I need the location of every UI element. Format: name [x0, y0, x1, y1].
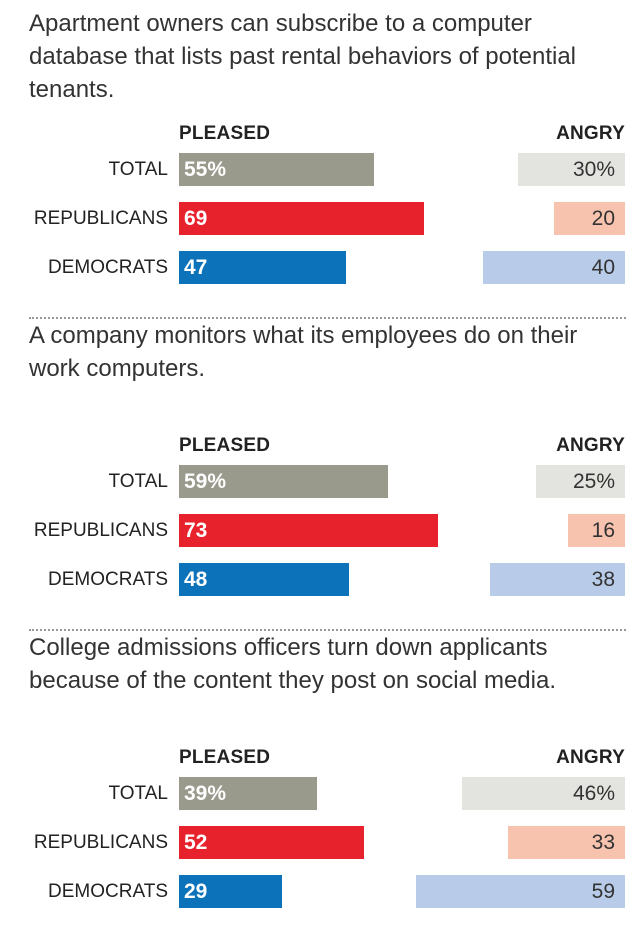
chart-section-3: College admissions officers turn down ap…: [0, 631, 641, 921]
bar-row-republicans: REPUBLICANS 52 33: [0, 826, 641, 859]
legend-angry: ANGRY: [556, 435, 625, 456]
pleased-bar: 52: [179, 826, 364, 859]
section-divider: [29, 317, 626, 319]
bar-row-democrats: DEMOCRATS 29 59: [0, 875, 641, 908]
legend-pleased: PLEASED: [179, 123, 271, 144]
angry-bar: 30%: [518, 153, 625, 186]
pleased-bar: 39%: [179, 777, 317, 810]
category-label: TOTAL: [108, 783, 168, 804]
legend-pleased: PLEASED: [179, 435, 271, 456]
pleased-bar: 59%: [179, 465, 388, 498]
category-label: REPUBLICANS: [33, 208, 168, 229]
bar-row-total: TOTAL 55% 30%: [0, 153, 641, 186]
bar-row-republicans: REPUBLICANS 73 16: [0, 514, 641, 547]
bar-row-democrats: DEMOCRATS 47 40: [0, 251, 641, 284]
category-label: DEMOCRATS: [48, 569, 168, 590]
category-label: DEMOCRATS: [48, 881, 168, 902]
category-label: TOTAL: [108, 471, 168, 492]
angry-bar: 46%: [462, 777, 625, 810]
legend-angry: ANGRY: [556, 747, 625, 768]
angry-bar: 20: [554, 202, 625, 235]
legend-pleased: PLEASED: [179, 747, 271, 768]
bar-row-total: TOTAL 39% 46%: [0, 777, 641, 810]
chart-section-1: Apartment owners can subscribe to a comp…: [0, 7, 641, 297]
category-label: TOTAL: [108, 159, 168, 180]
category-label: REPUBLICANS: [33, 832, 168, 853]
pleased-bar: 55%: [179, 153, 374, 186]
pleased-bar: 47: [179, 251, 346, 284]
angry-bar: 33: [508, 826, 625, 859]
pleased-bar: 69: [179, 202, 424, 235]
angry-bar: 25%: [536, 465, 625, 498]
bar-row-democrats: DEMOCRATS 48 38: [0, 563, 641, 596]
category-label: DEMOCRATS: [48, 257, 168, 278]
chart-question: College admissions officers turn down ap…: [29, 634, 557, 694]
angry-bar: 59: [416, 875, 625, 908]
legend-angry: ANGRY: [556, 123, 625, 144]
chart-question: A company monitors what its employees do…: [29, 322, 578, 382]
pleased-bar: 29: [179, 875, 282, 908]
chart-question: Apartment owners can subscribe to a comp…: [29, 10, 577, 103]
angry-bar: 16: [568, 514, 625, 547]
bar-row-republicans: REPUBLICANS 69 20: [0, 202, 641, 235]
angry-bar: 40: [483, 251, 625, 284]
chart-section-2: A company monitors what its employees do…: [0, 319, 641, 609]
pleased-bar: 48: [179, 563, 349, 596]
category-label: REPUBLICANS: [33, 520, 168, 541]
pleased-bar: 73: [179, 514, 438, 547]
bar-row-total: TOTAL 59% 25%: [0, 465, 641, 498]
section-divider: [29, 629, 626, 631]
angry-bar: 38: [490, 563, 625, 596]
